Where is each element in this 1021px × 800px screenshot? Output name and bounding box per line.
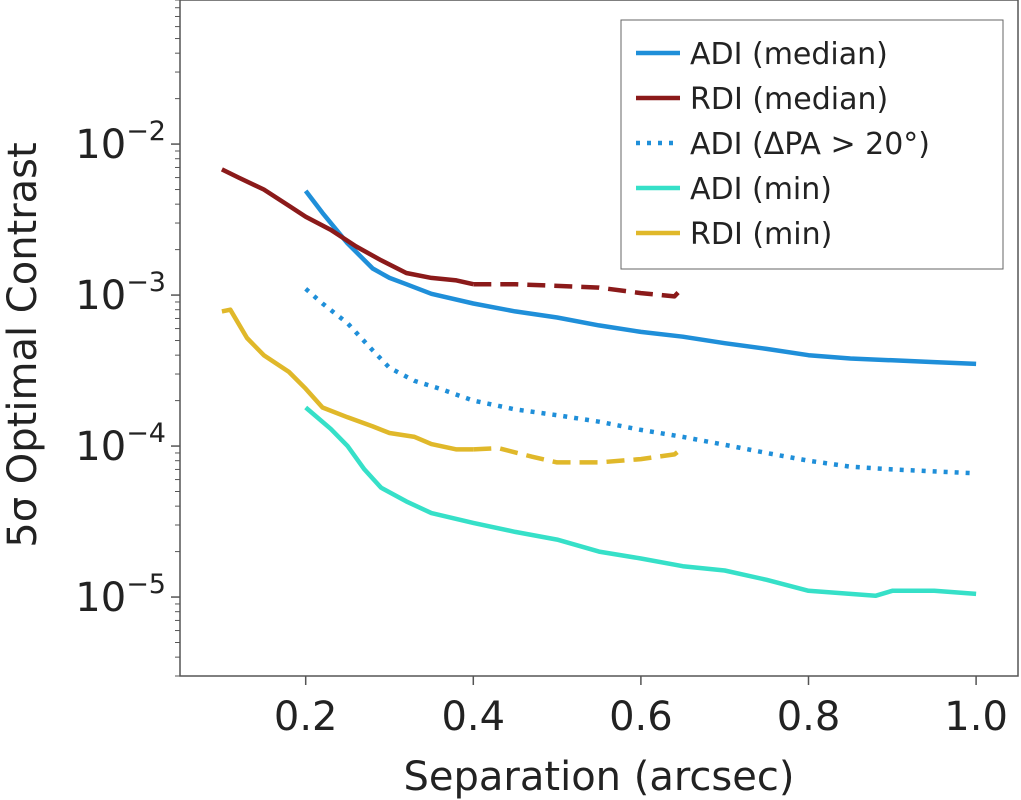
legend-label: ADI (min) [690, 172, 832, 207]
series-line-0 [303, 189, 977, 367]
x-tick-label: 0.4 [441, 694, 505, 740]
legend-frame [620, 19, 1004, 270]
y-tick-exponent: −2 [126, 116, 166, 147]
y-tick-label: 10−2 [75, 116, 166, 168]
legend: ADI (median) RDI (median) ADI (ΔPA > 20°) A… [620, 19, 1004, 270]
legend-label: ADI (ΔPA > 20°) [690, 127, 930, 162]
series-line-6 [473, 445, 685, 465]
series-line-1 [220, 167, 474, 287]
y-tick-base: 10 [75, 122, 126, 168]
y-axis-title: 5σ Optimal Contrast [0, 142, 46, 547]
plot-frame [179, 0, 1019, 677]
y-tick-base: 10 [75, 424, 126, 470]
series-line-4 [304, 405, 977, 599]
series-line-5 [221, 307, 474, 452]
y-axis-ticks: 10−510−410−310−2 [75, 0, 180, 677]
x-tick-label: 0.6 [609, 694, 673, 740]
y-tick-label: 10−5 [75, 569, 166, 621]
y-tick-label: 10−4 [75, 418, 166, 470]
series-line-2 [473, 281, 685, 299]
y-tick-label: 10−3 [75, 267, 166, 319]
x-tick-label: 0.2 [274, 694, 338, 740]
legend-label: RDI (median) [690, 82, 888, 117]
x-tick-label: 0.8 [777, 694, 841, 740]
x-tick-label: 1.0 [944, 694, 1008, 740]
legend-label: RDI (min) [690, 217, 832, 252]
y-tick-exponent: −5 [126, 569, 166, 600]
series-lines [220, 167, 977, 599]
x-axis-title: Separation (arcsec) [404, 754, 795, 800]
y-tick-exponent: −3 [126, 267, 166, 298]
legend-label: ADI (median) [690, 37, 888, 72]
y-tick-base: 10 [75, 575, 126, 621]
series-line-3 [304, 287, 977, 476]
y-tick-base: 10 [75, 273, 126, 319]
y-tick-exponent: −4 [126, 418, 166, 449]
x-axis-ticks: 0.2 0.4 0.6 0.8 1.0 [274, 676, 1008, 740]
